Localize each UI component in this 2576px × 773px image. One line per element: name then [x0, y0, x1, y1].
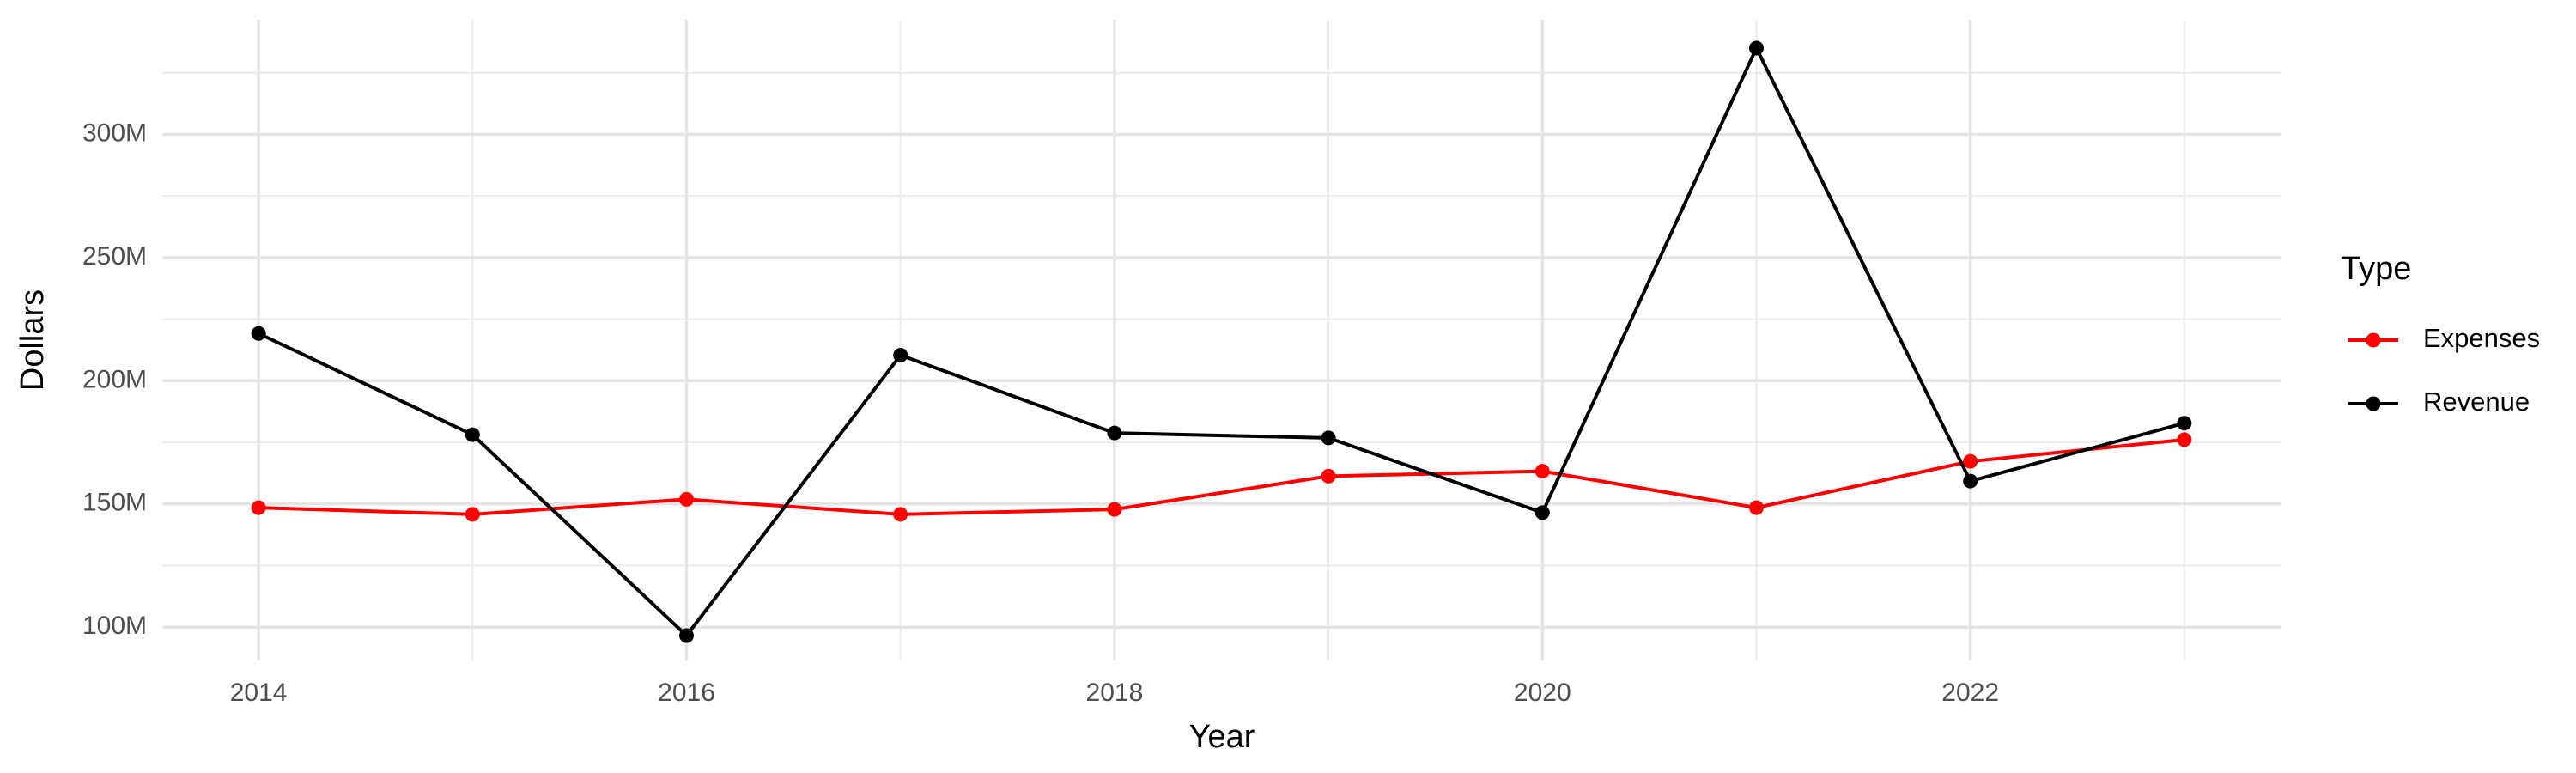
data-point: [1321, 468, 1336, 484]
y-axis-title: Dollars: [15, 289, 51, 391]
data-point: [251, 500, 266, 515]
y-tick-label: 200M: [82, 365, 147, 393]
data-point: [893, 507, 908, 522]
data-point: [465, 427, 480, 442]
data-point: [1107, 502, 1122, 517]
data-point: [1748, 500, 1764, 515]
data-point: [1321, 430, 1336, 446]
x-tick-label: 2016: [658, 679, 715, 707]
y-tick-label: 250M: [82, 242, 147, 271]
data-point: [2177, 416, 2192, 431]
legend-title: Type: [2341, 251, 2411, 287]
legend-point: [2366, 332, 2381, 348]
data-point: [893, 348, 908, 363]
legend-label: Expenses: [2423, 323, 2540, 353]
data-point: [1107, 425, 1122, 441]
data-point: [1534, 505, 1550, 520]
data-point: [679, 491, 695, 507]
y-tick-label: 300M: [82, 119, 147, 147]
data-point: [1534, 464, 1550, 479]
data-point: [465, 507, 480, 522]
legend-label: Revenue: [2423, 386, 2530, 417]
data-point: [1748, 40, 1764, 56]
x-tick-label: 2014: [230, 679, 288, 707]
x-tick-label: 2020: [1514, 679, 1571, 707]
x-tick-label: 2018: [1086, 679, 1144, 707]
legend-point: [2366, 396, 2381, 411]
data-point: [1963, 453, 1978, 469]
data-point: [2177, 432, 2192, 447]
series-line: [258, 44, 2185, 638]
y-tick-label: 100M: [82, 612, 147, 640]
x-axis-title: Year: [1189, 719, 1255, 755]
data-point: [1963, 473, 1978, 489]
y-tick-label: 150M: [82, 489, 147, 517]
x-tick-label: 2022: [1941, 679, 1999, 707]
series-line: [258, 437, 2185, 516]
data-point: [251, 326, 266, 341]
data-point: [679, 628, 695, 643]
